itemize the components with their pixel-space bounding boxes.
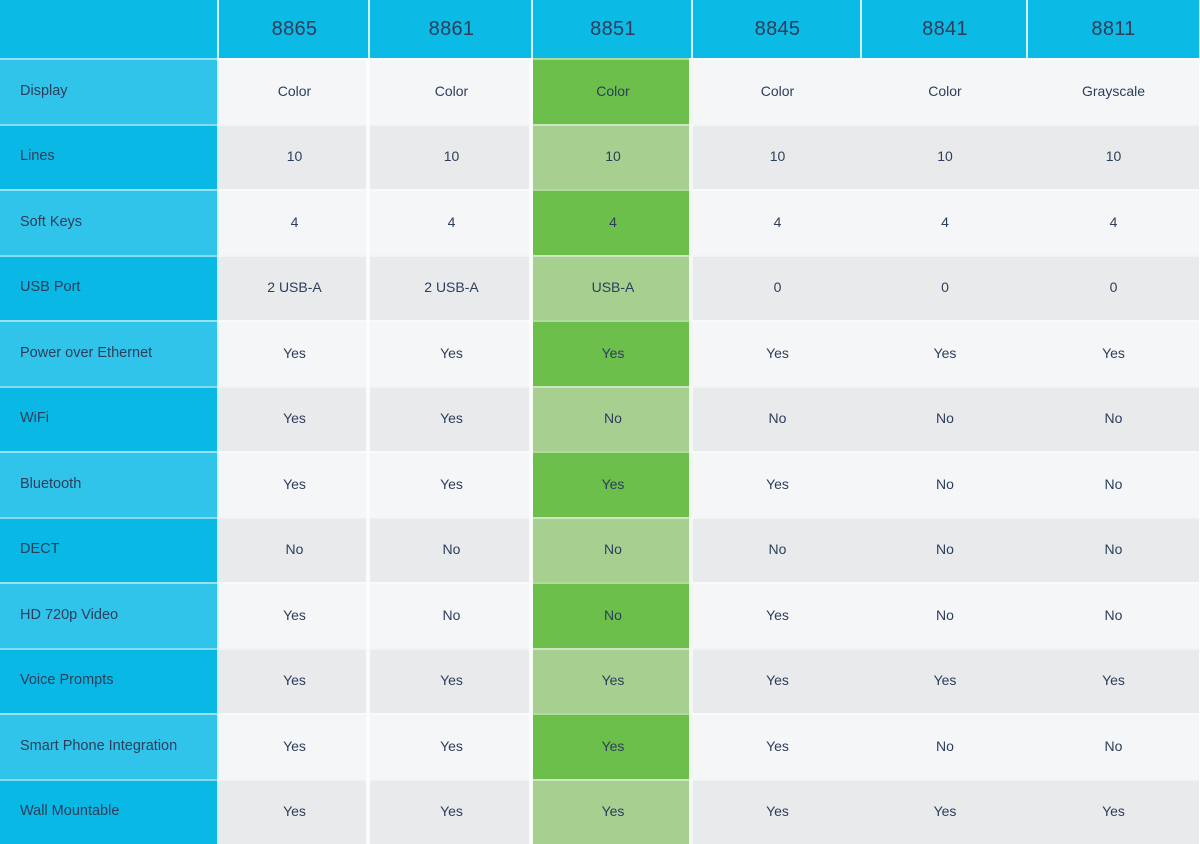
header-cell-8841: 8841 <box>862 0 1028 58</box>
value-cell-8851-voice-prompts: Yes <box>533 647 693 713</box>
value-cell-8861-soft-keys: 4 <box>370 189 533 255</box>
feature-cell-bluetooth: Bluetooth <box>0 451 219 517</box>
value-cell-8851-display: Color <box>533 58 693 124</box>
value-cell-8861-lines: 10 <box>370 123 533 189</box>
value-cell-8845-bluetooth: Yes <box>693 451 862 517</box>
feature-cell-usb-port: USB Port <box>0 254 219 320</box>
value-cell-8851-wifi: No <box>533 385 693 451</box>
value-cell-8845-smart-phone-integration: Yes <box>693 713 862 779</box>
value-cell-8841-bluetooth: No <box>862 451 1028 517</box>
value-cell-8811-voice-prompts: Yes <box>1028 647 1199 713</box>
value-cell-8845-soft-keys: 4 <box>693 189 862 255</box>
header-cell-8865: 8865 <box>219 0 370 58</box>
value-cell-8841-hd-720p-video: No <box>862 582 1028 648</box>
value-cell-8845-hd-720p-video: Yes <box>693 582 862 648</box>
value-cell-8851-lines: 10 <box>533 123 693 189</box>
value-cell-8851-power-over-ethernet: Yes <box>533 320 693 386</box>
value-cell-8861-wall-mountable: Yes <box>370 778 533 844</box>
value-cell-8851-smart-phone-integration: Yes <box>533 713 693 779</box>
feature-cell-wall-mountable: Wall Mountable <box>0 778 219 844</box>
value-cell-8865-hd-720p-video: Yes <box>219 582 370 648</box>
value-cell-8845-display: Color <box>693 58 862 124</box>
value-cell-8865-smart-phone-integration: Yes <box>219 713 370 779</box>
value-cell-8861-dect: No <box>370 516 533 582</box>
value-cell-8841-voice-prompts: Yes <box>862 647 1028 713</box>
value-cell-8841-wall-mountable: Yes <box>862 778 1028 844</box>
value-cell-8811-hd-720p-video: No <box>1028 582 1199 648</box>
value-cell-8865-display: Color <box>219 58 370 124</box>
value-cell-8861-usb-port: 2 USB-A <box>370 254 533 320</box>
value-cell-8845-lines: 10 <box>693 123 862 189</box>
header-cell-8845: 8845 <box>693 0 862 58</box>
feature-cell-soft-keys: Soft Keys <box>0 189 219 255</box>
value-cell-8861-smart-phone-integration: Yes <box>370 713 533 779</box>
value-cell-8811-wall-mountable: Yes <box>1028 778 1199 844</box>
header-cell-8861: 8861 <box>370 0 533 58</box>
value-cell-8811-wifi: No <box>1028 385 1199 451</box>
header-cell-8811: 8811 <box>1028 0 1199 58</box>
value-cell-8841-power-over-ethernet: Yes <box>862 320 1028 386</box>
value-cell-8861-voice-prompts: Yes <box>370 647 533 713</box>
value-cell-8845-voice-prompts: Yes <box>693 647 862 713</box>
feature-cell-display: Display <box>0 58 219 124</box>
value-cell-8811-display: Grayscale <box>1028 58 1199 124</box>
value-cell-8841-dect: No <box>862 516 1028 582</box>
value-cell-8841-wifi: No <box>862 385 1028 451</box>
value-cell-8851-soft-keys: 4 <box>533 189 693 255</box>
value-cell-8841-lines: 10 <box>862 123 1028 189</box>
value-cell-8841-display: Color <box>862 58 1028 124</box>
value-cell-8845-power-over-ethernet: Yes <box>693 320 862 386</box>
value-cell-8851-hd-720p-video: No <box>533 582 693 648</box>
value-cell-8865-wifi: Yes <box>219 385 370 451</box>
value-cell-8865-bluetooth: Yes <box>219 451 370 517</box>
table-corner-cell <box>0 0 219 58</box>
value-cell-8851-bluetooth: Yes <box>533 451 693 517</box>
value-cell-8811-bluetooth: No <box>1028 451 1199 517</box>
value-cell-8865-power-over-ethernet: Yes <box>219 320 370 386</box>
feature-cell-smart-phone-integration: Smart Phone Integration <box>0 713 219 779</box>
value-cell-8865-voice-prompts: Yes <box>219 647 370 713</box>
value-cell-8865-dect: No <box>219 516 370 582</box>
value-cell-8861-hd-720p-video: No <box>370 582 533 648</box>
value-cell-8861-wifi: Yes <box>370 385 533 451</box>
value-cell-8845-usb-port: 0 <box>693 254 862 320</box>
value-cell-8845-wifi: No <box>693 385 862 451</box>
feature-cell-dect: DECT <box>0 516 219 582</box>
value-cell-8845-dect: No <box>693 516 862 582</box>
value-cell-8811-power-over-ethernet: Yes <box>1028 320 1199 386</box>
value-cell-8811-lines: 10 <box>1028 123 1199 189</box>
value-cell-8865-usb-port: 2 USB-A <box>219 254 370 320</box>
value-cell-8811-soft-keys: 4 <box>1028 189 1199 255</box>
value-cell-8841-usb-port: 0 <box>862 254 1028 320</box>
value-cell-8841-smart-phone-integration: No <box>862 713 1028 779</box>
feature-cell-wifi: WiFi <box>0 385 219 451</box>
value-cell-8845-wall-mountable: Yes <box>693 778 862 844</box>
value-cell-8851-wall-mountable: Yes <box>533 778 693 844</box>
value-cell-8865-lines: 10 <box>219 123 370 189</box>
feature-cell-hd-720p-video: HD 720p Video <box>0 582 219 648</box>
value-cell-8851-usb-port: USB-A <box>533 254 693 320</box>
feature-cell-voice-prompts: Voice Prompts <box>0 647 219 713</box>
feature-cell-power-over-ethernet: Power over Ethernet <box>0 320 219 386</box>
header-cell-8851: 8851 <box>533 0 693 58</box>
value-cell-8865-wall-mountable: Yes <box>219 778 370 844</box>
value-cell-8861-display: Color <box>370 58 533 124</box>
value-cell-8861-power-over-ethernet: Yes <box>370 320 533 386</box>
value-cell-8865-soft-keys: 4 <box>219 189 370 255</box>
value-cell-8841-soft-keys: 4 <box>862 189 1028 255</box>
value-cell-8811-dect: No <box>1028 516 1199 582</box>
value-cell-8811-smart-phone-integration: No <box>1028 713 1199 779</box>
value-cell-8861-bluetooth: Yes <box>370 451 533 517</box>
feature-cell-lines: Lines <box>0 123 219 189</box>
value-cell-8851-dect: No <box>533 516 693 582</box>
value-cell-8811-usb-port: 0 <box>1028 254 1199 320</box>
